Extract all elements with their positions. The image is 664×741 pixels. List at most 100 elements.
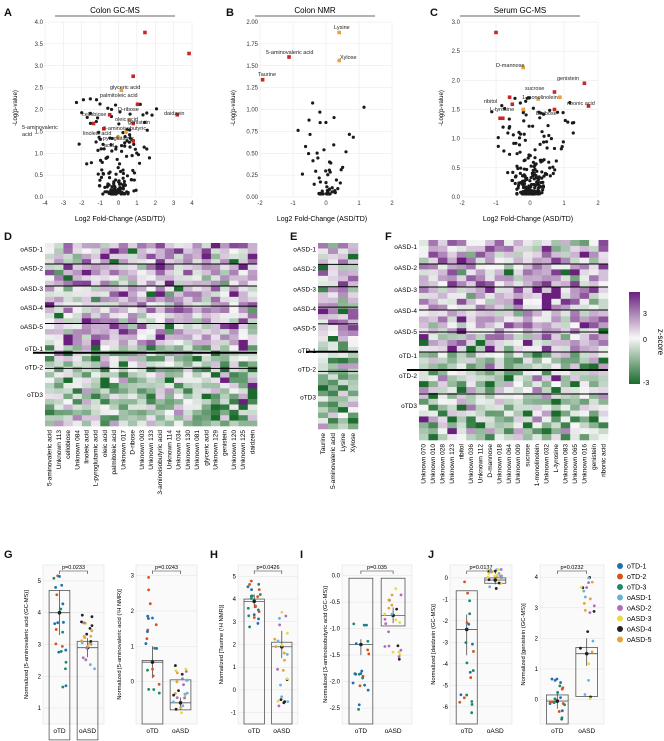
boxplot-g1-sample-point [61, 630, 65, 634]
volcano-b-point [327, 192, 331, 196]
heatmap-d-cell [91, 296, 101, 303]
boxplot-i-sample-point [357, 707, 361, 711]
boxplot-j1-ytick: -2 [443, 619, 449, 625]
heatmap-d-cell [155, 409, 166, 416]
heatmap-d-cell [164, 409, 175, 416]
heatmap-f-cell [560, 245, 571, 253]
volcano-a-point [114, 172, 118, 176]
heatmap-f-cell [541, 410, 552, 417]
heatmap-f-cell [456, 269, 467, 276]
heatmap-d-cell [155, 388, 166, 395]
volcano-c-point [527, 124, 531, 128]
heatmap-d-cell [238, 280, 249, 287]
heatmap-d-cell [45, 243, 55, 249]
boxplot-h-sample-point [276, 667, 279, 671]
heatmap-f-cell [589, 369, 599, 376]
heatmap-f-cell [541, 363, 552, 370]
heatmap-d-cell [100, 415, 110, 421]
heatmap-d-cell [81, 296, 92, 303]
heatmap-f-cell [579, 387, 590, 394]
heatmap-f-cell [475, 422, 486, 429]
volcano-a-point [89, 161, 93, 165]
heatmap-d-cell [81, 243, 92, 249]
heatmap-d-cell [127, 356, 138, 362]
heatmap-f-cell [447, 275, 458, 282]
colorbar-min: -3 [643, 380, 649, 387]
heatmap-f-cell [475, 363, 486, 370]
heatmap-d-cell [45, 415, 55, 421]
heatmap-d-col-label: Unknown 125 [240, 430, 247, 470]
volcano-a-ytick: 0.5 [35, 173, 44, 179]
heatmap-f-cell [589, 287, 599, 294]
heatmap-f-cell [579, 392, 590, 400]
heatmap-e-cell [338, 275, 349, 282]
volcano-c-point [540, 191, 544, 195]
heatmap-e-cell [338, 303, 349, 309]
heatmap-f-cell [541, 387, 552, 394]
volcano-a-point [129, 177, 133, 182]
heatmap-f-cell [560, 251, 571, 258]
heatmap-f-cell [428, 269, 439, 276]
heatmap-f-cell [513, 322, 524, 329]
heatmap-f-cell [513, 334, 524, 341]
heatmap-d-cell [100, 366, 110, 373]
volcano-c-point [502, 149, 506, 153]
boxplot-h-xtick: oASD [273, 728, 290, 735]
heatmap-d-cell [109, 253, 120, 260]
heatmap-d-cell [91, 302, 101, 308]
heatmap-f-cell [456, 240, 467, 247]
boxplot-j1-ytick: -4 [443, 662, 449, 668]
volcano-a-point [98, 178, 102, 182]
heatmap-d-cell [54, 307, 64, 314]
boxplot-j2-sample-point [585, 586, 589, 589]
heatmap-d-cell [137, 415, 147, 421]
boxplot-g2-sample-point [184, 670, 188, 673]
volcano-a-point [121, 187, 125, 191]
heatmap-f-cell [579, 257, 590, 264]
volcano-c: Serum GC-MS -2 -1 0 1 20.00.51.01.52.02.53.0… [439, 6, 600, 223]
heatmap-d-cell [174, 280, 184, 287]
heatmap-d-cell [164, 382, 175, 389]
heatmap-d-cell [100, 345, 110, 351]
heatmap-d-cell [109, 420, 120, 427]
label-5-aminovaleric-acid-nmr: 5-aminovaleric acid [266, 50, 313, 56]
heatmap-d-cell [155, 393, 166, 400]
volcano-c-sig-point [521, 65, 525, 70]
heatmap-f-cell [570, 345, 580, 353]
heatmap-f-cell [428, 281, 439, 288]
heatmap-f-cell [570, 434, 580, 441]
heatmap-d-cell [247, 275, 258, 281]
heatmap-f-cell [532, 298, 543, 306]
volcano-a-ytick: 3.5 [35, 42, 44, 48]
heatmap-d-cell [164, 269, 175, 276]
heatmap-d-cell [164, 248, 175, 255]
heatmap-e-cell [318, 275, 329, 282]
volcano-c-point [516, 183, 521, 188]
heatmap-d-cell [63, 312, 73, 319]
heatmap-d-cell [174, 382, 184, 389]
heatmap-f-cell [494, 357, 505, 364]
heatmap-d-cell [146, 345, 156, 351]
heatmap-f-cell [579, 410, 590, 417]
heatmap-d-cell [118, 361, 129, 368]
heatmap-d-col-label: Unknown 130 [185, 430, 192, 470]
volcano-a-point [88, 111, 93, 115]
heatmap-d-cell [72, 312, 83, 319]
heatmap-f-cell [570, 387, 580, 394]
heatmap-f-cell [541, 357, 552, 364]
heatmap-e-cell [348, 319, 359, 326]
boxplot-j1-xtick: oASD [487, 728, 504, 735]
heatmap-f-cell [560, 428, 571, 435]
boxplot-i-sample-point [354, 672, 358, 676]
volcano-a-xtick: 3 [172, 201, 176, 207]
heatmap-e-cell [318, 352, 329, 359]
heatmap-d-cell [100, 269, 110, 276]
volcano-c-xtick: 2 [596, 201, 600, 207]
volcano-b-point [307, 118, 311, 122]
heatmap-d-cell [146, 248, 156, 255]
heatmap-d-cell [100, 361, 110, 368]
volcano-c-point [541, 188, 545, 192]
heatmap-d-cell [81, 318, 92, 325]
heatmap-d-cell [146, 302, 156, 308]
heatmap-f-cell [522, 245, 533, 253]
